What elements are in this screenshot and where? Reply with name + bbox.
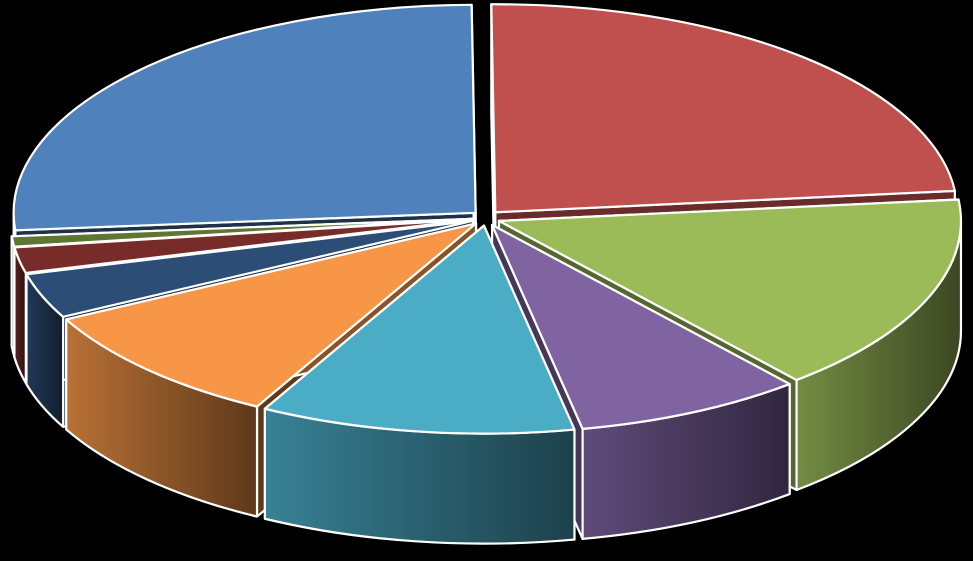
pie-slice-8 <box>10 217 474 248</box>
pie-slice-9 <box>12 3 477 232</box>
pie-slice-3 <box>490 223 791 431</box>
pie-slice-6 <box>25 219 475 318</box>
pie-tops-layer <box>10 3 963 435</box>
pie-slice-4 <box>263 224 576 435</box>
pie-slice-5 <box>65 222 478 408</box>
pie-slice-1 <box>490 3 956 214</box>
pie-slice-2 <box>497 198 963 382</box>
